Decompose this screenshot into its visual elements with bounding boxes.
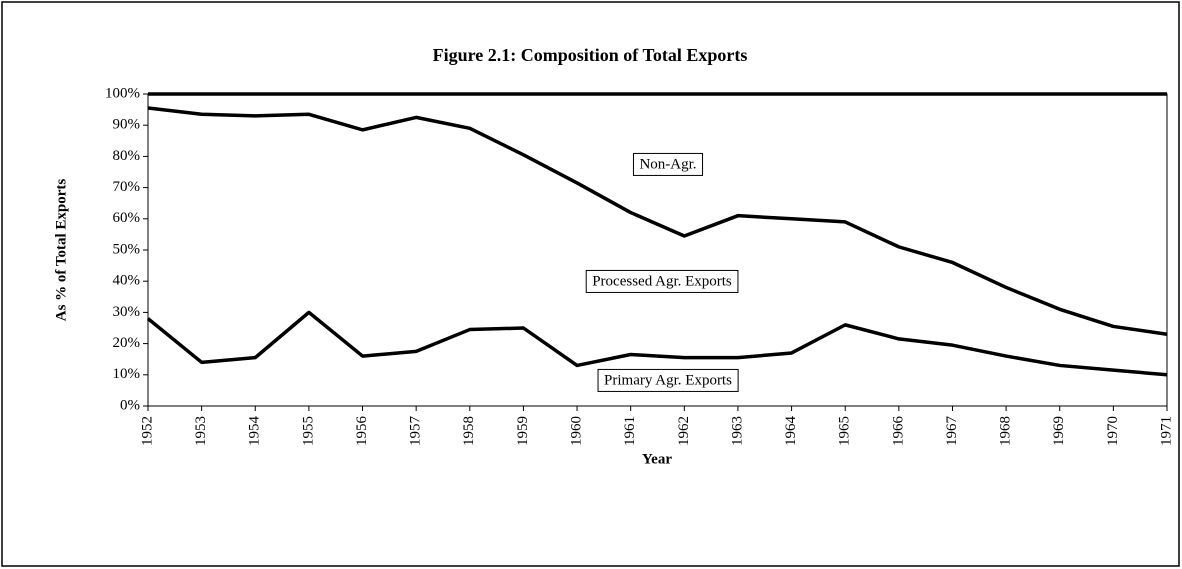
x-tick-label: 1959 xyxy=(515,416,531,446)
x-tick-label: 1963 xyxy=(729,416,745,446)
series-line xyxy=(146,310,1168,377)
region-label: Processed Agr. Exports xyxy=(592,273,732,289)
region-label: Non-Agr. xyxy=(639,156,696,172)
x-tick-label: 1967 xyxy=(944,416,960,447)
y-tick-label: 60% xyxy=(113,210,141,226)
y-tick-label: 50% xyxy=(113,241,141,257)
region-label-box xyxy=(585,269,739,293)
y-tick-label: 20% xyxy=(113,335,141,351)
x-tick-label: 1952 xyxy=(139,416,155,446)
x-tick-label: 1961 xyxy=(622,416,638,446)
x-tick-label: 1964 xyxy=(783,416,799,447)
x-tick-label: 1960 xyxy=(568,416,584,446)
x-tick-label: 1971 xyxy=(1158,416,1174,446)
y-tick-label: 100% xyxy=(105,85,140,101)
y-tick-label: 70% xyxy=(113,179,141,195)
x-tick-label: 1965 xyxy=(837,416,853,446)
x-tick-label: 1962 xyxy=(676,416,692,446)
x-tick-label: 1970 xyxy=(1105,416,1121,446)
x-tick-label: 1955 xyxy=(300,416,316,446)
x-tick-label: 1953 xyxy=(193,416,209,446)
y-tick-label: 0% xyxy=(120,397,140,413)
x-tick-label: 1956 xyxy=(354,416,370,447)
x-tick-label: 1969 xyxy=(1051,416,1067,446)
x-tick-label: 1957 xyxy=(408,416,424,447)
x-tick-label: 1958 xyxy=(461,416,477,446)
region-label-box xyxy=(632,152,704,176)
y-tick-label: 90% xyxy=(113,117,141,133)
x-tick-label: 1954 xyxy=(247,416,263,447)
x-tick-label: 1966 xyxy=(890,416,906,447)
y-tick-label: 10% xyxy=(113,366,141,382)
region-label-box xyxy=(597,368,739,392)
y-tick-label: 30% xyxy=(113,304,141,320)
y-tick-label: 80% xyxy=(113,148,141,164)
x-tick-label: 1968 xyxy=(998,416,1014,446)
region-label: Primary Agr. Exports xyxy=(604,372,732,388)
x-axis-label: Year xyxy=(642,451,672,467)
series-line xyxy=(147,106,1168,336)
y-axis-label: As % of Total Exports xyxy=(53,179,69,322)
chart-title: Figure 2.1: Composition of Total Exports xyxy=(433,45,748,65)
y-tick-label: 40% xyxy=(113,273,141,289)
